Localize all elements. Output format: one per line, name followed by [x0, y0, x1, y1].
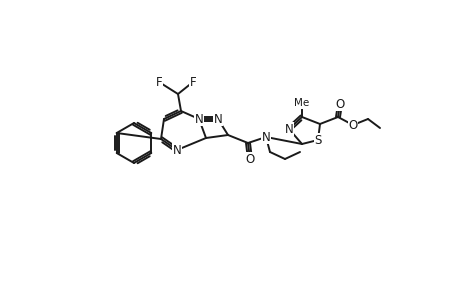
Text: N: N	[194, 112, 203, 125]
Text: N: N	[284, 122, 293, 136]
Text: O: O	[347, 118, 357, 131]
Text: S: S	[313, 134, 321, 146]
Text: N: N	[172, 143, 181, 157]
Text: N: N	[213, 112, 222, 125]
Text: O: O	[245, 152, 254, 166]
Text: F: F	[189, 76, 196, 88]
Text: Me: Me	[294, 98, 309, 108]
Text: N: N	[261, 130, 270, 143]
Text: F: F	[155, 76, 162, 88]
Text: O: O	[335, 98, 344, 110]
